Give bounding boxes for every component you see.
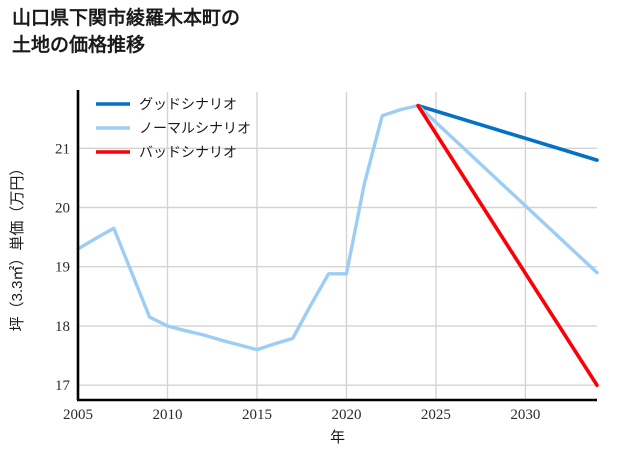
x-tick-label: 2030 (510, 407, 540, 423)
axis-titles-layer: 年 坪（3.3㎡）単価（万円） (9, 161, 345, 446)
legend-label: グッドシナリオ (139, 96, 237, 112)
y-tick-label: 20 (55, 201, 70, 217)
legend-item[interactable]: ノーマルシナリオ (96, 120, 251, 136)
series-line-good (416, 103, 599, 162)
legend-item[interactable]: バッドシナリオ (96, 144, 237, 160)
y-tick-label: 18 (55, 319, 70, 335)
y-tick-label: 17 (55, 378, 71, 394)
y-tick-label: 19 (55, 260, 70, 276)
legend-label: バッドシナリオ (139, 144, 237, 160)
legend-label: ノーマルシナリオ (139, 120, 251, 136)
series-line-bad (416, 103, 599, 387)
x-tick-label: 2025 (421, 407, 451, 423)
x-tick-label: 2010 (152, 407, 182, 423)
chart-title: 山口県下関市綾羅木本町の 土地の価格推移 (12, 8, 241, 56)
series-line-normal (76, 103, 599, 352)
y-axis-title: 坪（3.3㎡）単価（万円） (9, 161, 26, 332)
x-tick-label: 2015 (242, 407, 272, 423)
x-tick-label: 2020 (331, 407, 361, 423)
axes-layer (76, 90, 597, 402)
y-tick-label: 21 (55, 141, 70, 157)
data-series-layer (76, 103, 599, 387)
legend-item[interactable]: グッドシナリオ (96, 96, 237, 112)
tick-labels-layer: 17 18 19 20 21 2005 2010 2015 2020 2025 2030 (55, 141, 540, 423)
x-axis-title: 年 (330, 429, 345, 446)
x-tick-label: 2005 (63, 407, 93, 423)
